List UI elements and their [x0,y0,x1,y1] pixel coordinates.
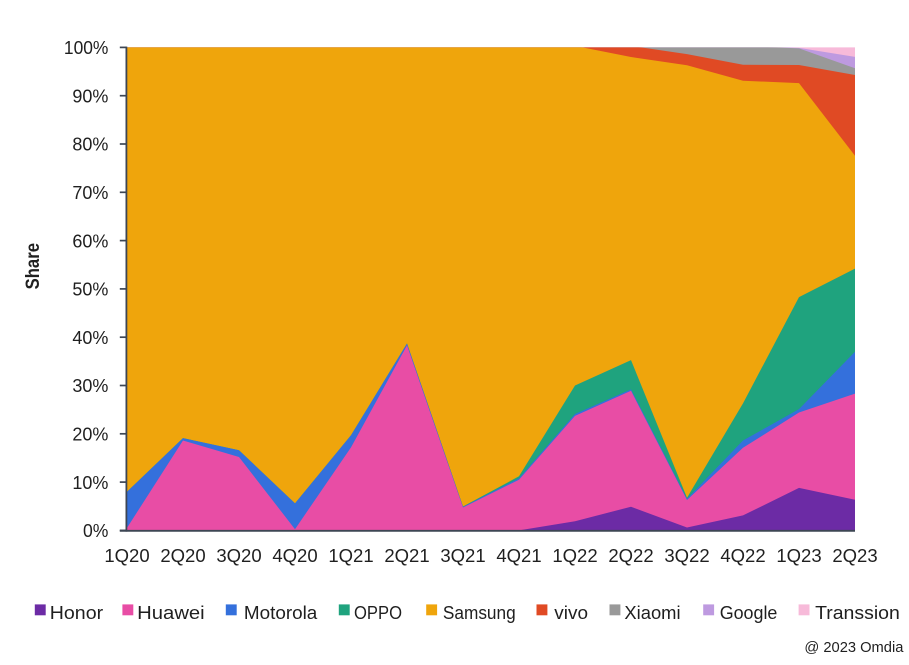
svg-text:3Q20: 3Q20 [216,545,261,566]
svg-text:4Q22: 4Q22 [720,545,765,566]
svg-text:50%: 50% [72,279,108,300]
svg-text:4Q20: 4Q20 [272,545,317,566]
svg-text:2Q21: 2Q21 [384,545,429,566]
svg-text:1Q20: 1Q20 [104,545,149,566]
svg-text:60%: 60% [72,230,108,251]
svg-text:90%: 90% [72,85,108,106]
svg-text:20%: 20% [72,424,108,445]
svg-text:Motorola: Motorola [244,603,318,623]
svg-text:1Q23: 1Q23 [776,545,821,566]
svg-text:vivo: vivo [554,603,588,623]
svg-text:10%: 10% [72,472,108,493]
svg-text:30%: 30% [72,375,108,396]
svg-text:Google: Google [720,603,778,623]
svg-text:@ 2023 Omdia: @ 2023 Omdia [804,640,904,656]
svg-text:1Q22: 1Q22 [552,545,597,566]
svg-text:100%: 100% [64,37,109,58]
svg-text:80%: 80% [72,134,108,155]
svg-text:2Q22: 2Q22 [608,545,653,566]
svg-text:Huawei: Huawei [137,603,205,623]
svg-text:OPPO: OPPO [354,603,402,623]
svg-text:4Q21: 4Q21 [496,545,541,566]
svg-text:Honor: Honor [50,603,103,623]
svg-text:0%: 0% [83,520,108,541]
svg-text:3Q21: 3Q21 [440,545,485,566]
svg-text:Xiaomi: Xiaomi [624,603,680,623]
svg-text:2Q23: 2Q23 [832,545,877,566]
svg-text:2Q20: 2Q20 [160,545,205,566]
svg-text:Share: Share [23,243,44,289]
svg-text:3Q22: 3Q22 [664,545,709,566]
svg-text:Samsung: Samsung [443,603,516,623]
svg-text:Transsion: Transsion [815,603,900,623]
svg-text:1Q21: 1Q21 [328,545,373,566]
svg-text:40%: 40% [72,327,108,348]
svg-text:70%: 70% [72,182,108,203]
